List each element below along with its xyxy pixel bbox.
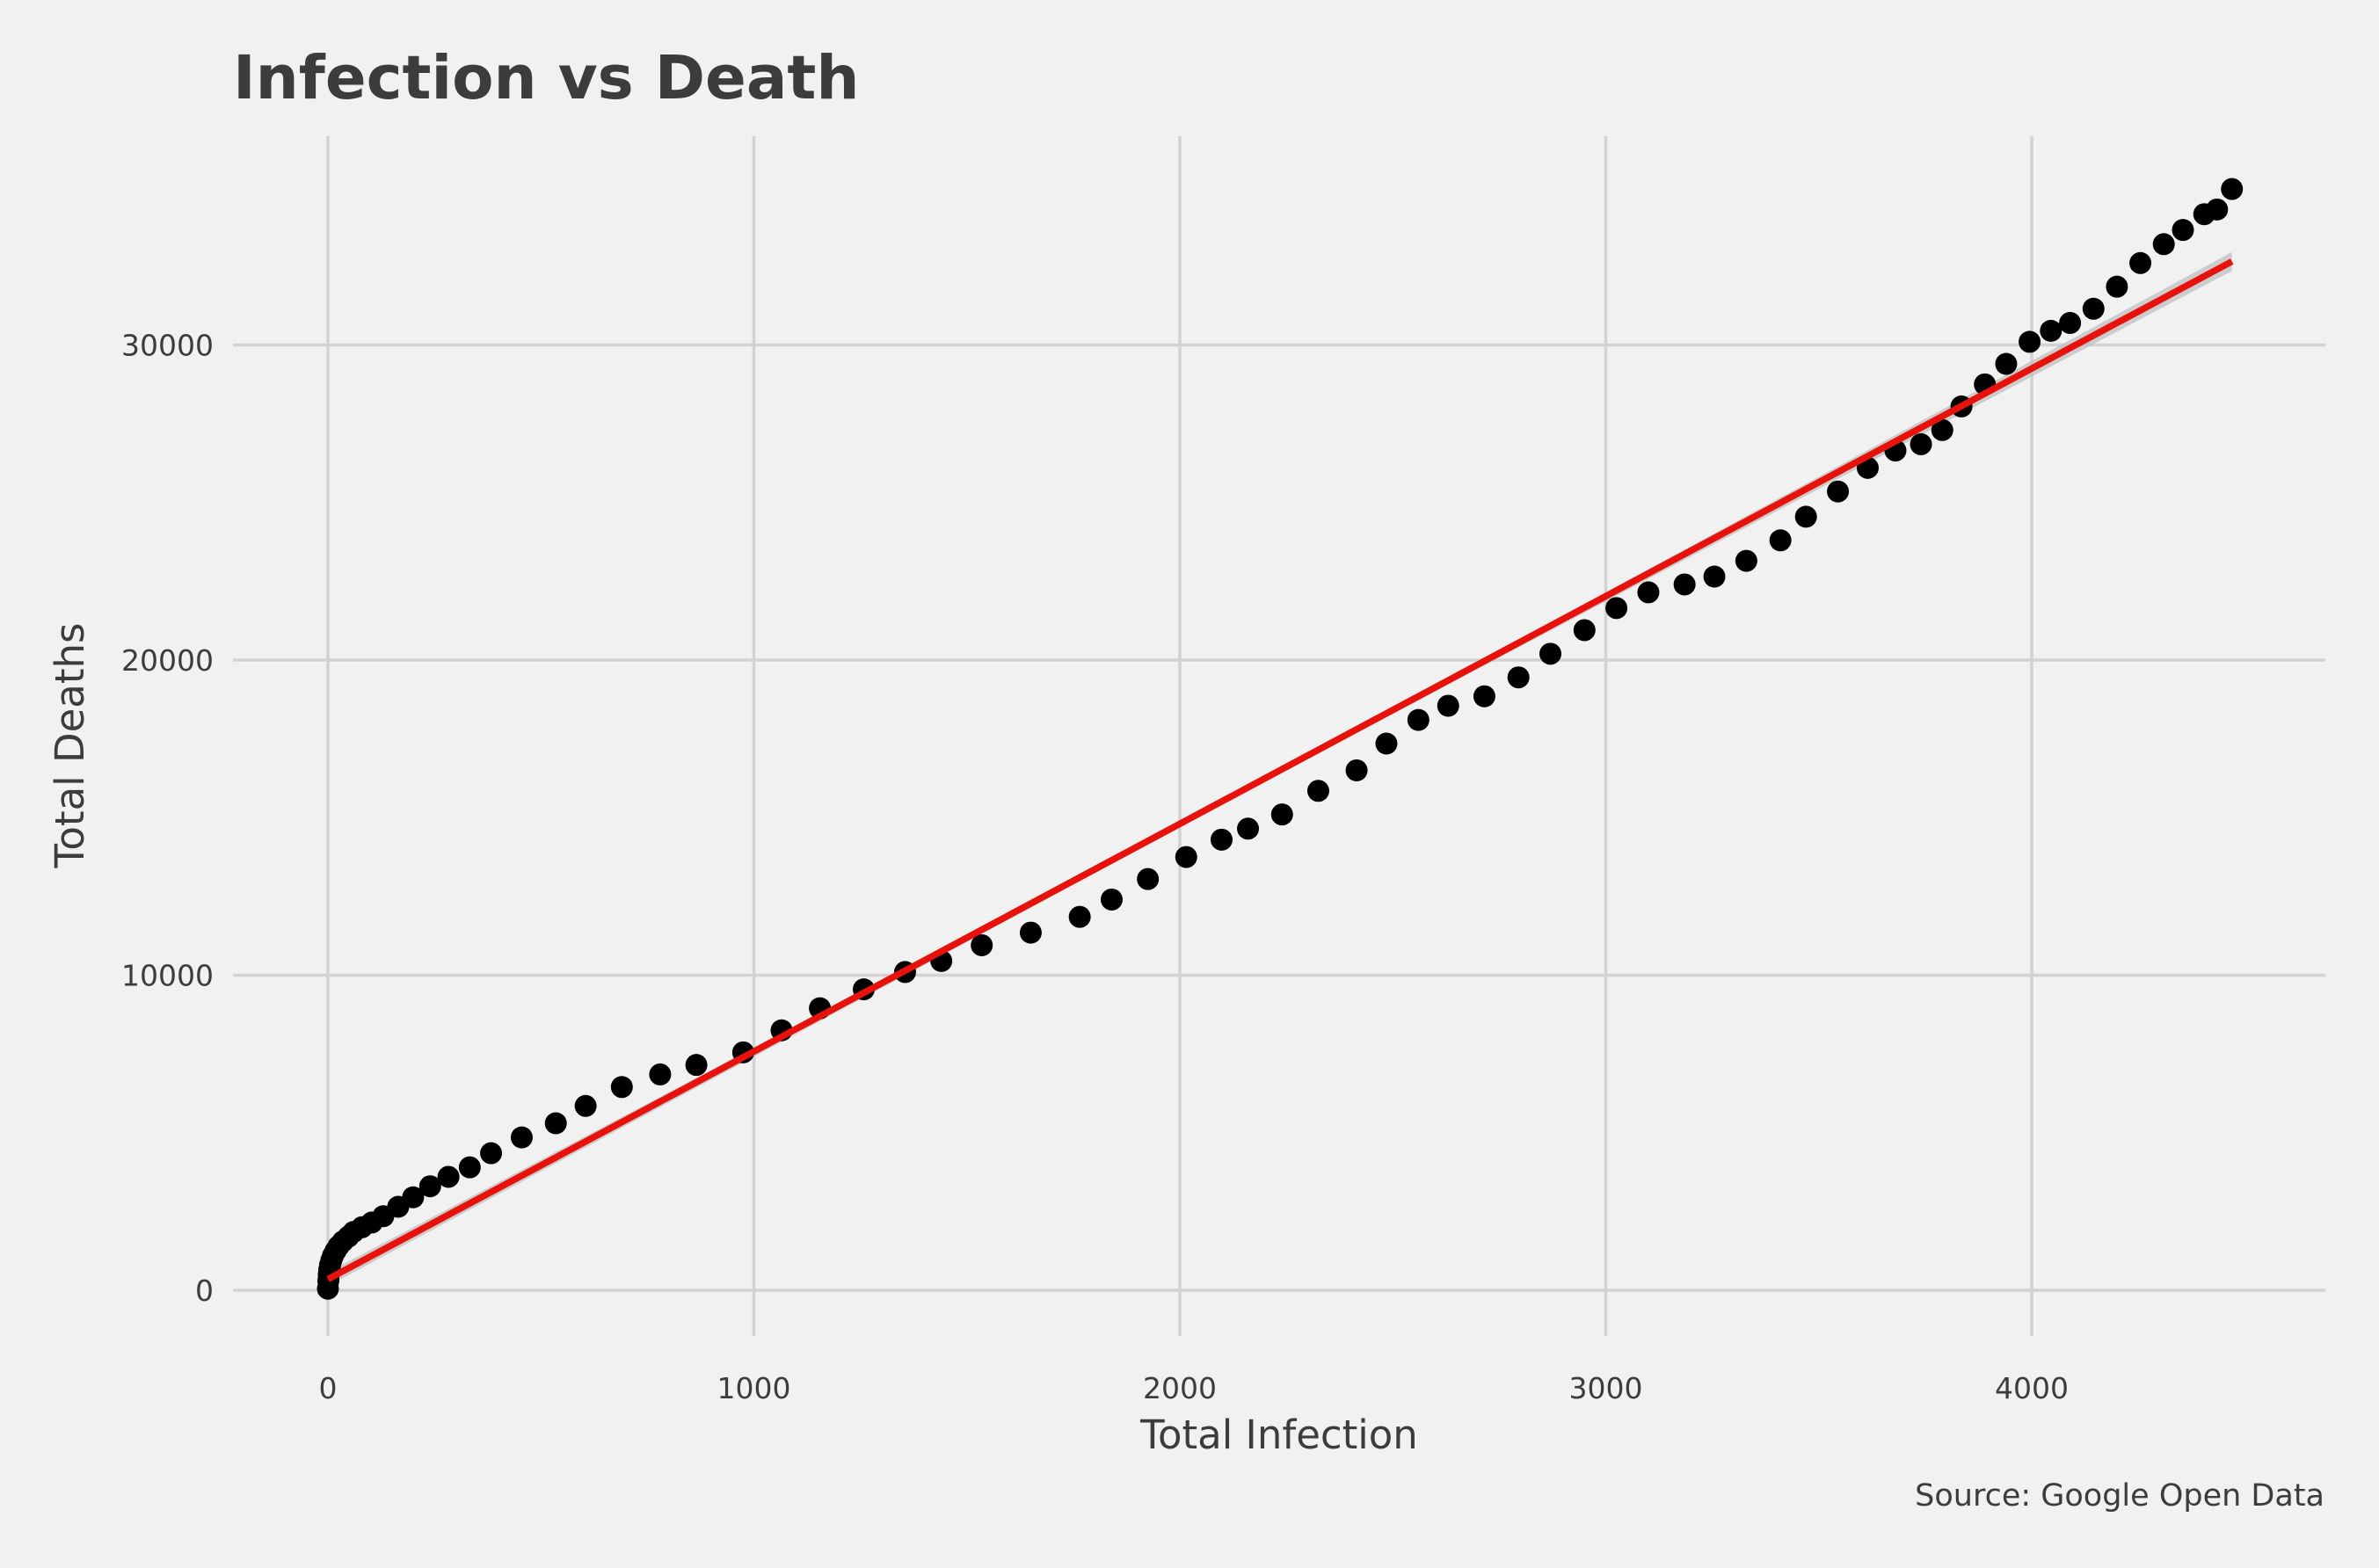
data-point [1137,867,1160,890]
data-point [2221,178,2244,200]
data-point [2019,330,2041,353]
tick-labels-layer: 0 1000 2000 3000 4000 0 10000 20000 30000 [121,329,2069,1406]
y-tick-label: 0 [195,1274,214,1308]
data-point [1573,619,1596,642]
data-point [1637,581,1660,604]
x-tick-label: 0 [319,1371,338,1405]
data-point [1910,432,1932,455]
data-point [2059,311,2082,334]
data-point [685,1054,708,1077]
data-point [649,1063,672,1085]
data-point [480,1142,503,1165]
data-point [1175,846,1197,868]
data-point [2082,297,2105,320]
data-point [1019,921,1042,944]
data-point [2040,319,2063,342]
y-axis-title: Total Deaths [47,623,93,869]
data-point [1794,505,1817,528]
data-point [1507,666,1530,689]
data-point [2106,275,2128,298]
x-tick-label: 4000 [1995,1371,2069,1405]
regression-line [326,258,2234,1282]
data-point [610,1076,633,1099]
fit-line-layer [326,258,2234,1282]
data-point [2206,198,2229,221]
data-point [1437,694,1459,717]
data-point [971,933,993,956]
y-tick-label: 30000 [121,329,214,363]
data-point [1100,888,1123,911]
data-point [574,1094,597,1117]
x-tick-label: 3000 [1569,1371,1643,1405]
data-point [1539,642,1562,665]
data-point [1605,597,1628,620]
data-point [1210,828,1233,851]
y-tick-label: 20000 [121,643,214,678]
data-point [1375,732,1398,755]
data-point [437,1165,460,1188]
data-point [1407,708,1430,731]
data-point [1931,418,1953,441]
chart-title: Infection vs Death [233,43,860,113]
data-point [1703,565,1726,588]
x-tick-label: 2000 [1143,1371,1217,1405]
data-point [418,1175,441,1198]
data-point [1306,780,1329,802]
data-point [1673,573,1696,596]
data-point [458,1156,481,1179]
grid-layer [233,136,2325,1336]
data-point [1827,480,1850,503]
data-point [510,1126,533,1149]
data-point [1735,549,1757,572]
data-point [2172,219,2194,242]
source-caption: Source: Google Open Data [1915,1478,2324,1514]
data-point [544,1112,567,1135]
data-point [1237,817,1260,840]
x-axis-title: Total Infection [1139,1412,1418,1458]
y-tick-label: 10000 [121,959,214,993]
data-point [2152,233,2175,256]
data-point [402,1186,425,1209]
data-point [2129,251,2152,274]
data-point [1068,905,1091,928]
data-point [1769,529,1792,552]
data-point [1473,685,1495,708]
data-point [1270,803,1293,826]
data-point [1995,352,2018,375]
data-point [1345,759,1368,781]
points-layer [316,178,2244,1300]
x-tick-label: 1000 [717,1371,791,1405]
